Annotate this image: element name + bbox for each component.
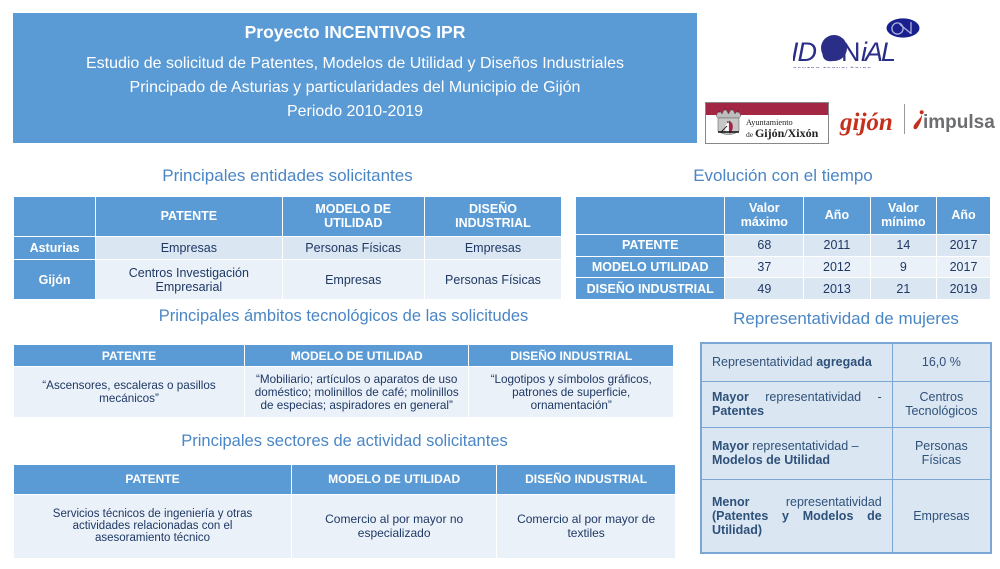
svg-text:O: O bbox=[821, 37, 842, 67]
svg-text:N: N bbox=[841, 37, 860, 67]
svg-text:iAL: iAL bbox=[861, 37, 895, 67]
svg-text:ID: ID bbox=[793, 37, 817, 67]
svg-text:CENTRO TECNOLÓGICO: CENTRO TECNOLÓGICO bbox=[793, 66, 872, 68]
